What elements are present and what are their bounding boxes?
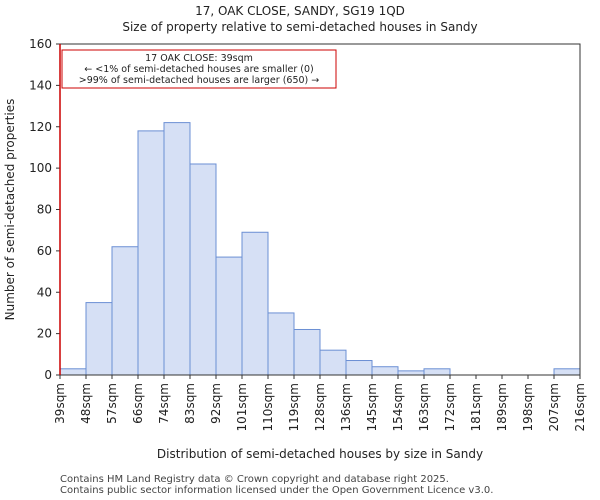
x-tick-label: 101sqm: [235, 383, 249, 431]
histogram-bar: [137, 130, 165, 376]
histogram-bar: [267, 312, 295, 376]
chart-title: 17, OAK CLOSE, SANDY, SG19 1QD: [195, 4, 405, 18]
x-tick-label: 119sqm: [287, 383, 301, 431]
x-tick-label: 128sqm: [313, 383, 327, 431]
x-axis-label: Distribution of semi-detached houses by …: [157, 447, 483, 461]
y-axis-label: Number of semi-detached properties: [3, 99, 17, 321]
x-tick-label: 216sqm: [573, 383, 587, 431]
x-tick-label: 207sqm: [547, 383, 561, 431]
histogram-bar: [85, 302, 113, 376]
histogram-bar: [293, 328, 321, 376]
y-tick-label: 120: [29, 120, 52, 134]
annotation-line-3: >99% of semi-detached houses are larger …: [79, 75, 320, 86]
x-tick-label: 74sqm: [157, 383, 171, 424]
x-tick-label: 83sqm: [183, 383, 197, 424]
x-tick-label: 198sqm: [521, 383, 535, 431]
x-tick-label: 66sqm: [131, 383, 145, 424]
histogram-bar: [319, 349, 347, 376]
footer-copyright: Contains HM Land Registry data © Crown c…: [60, 474, 449, 485]
x-tick-label: 110sqm: [261, 383, 275, 431]
footer-licence: Contains public sector information licen…: [60, 485, 494, 496]
chart-subtitle: Size of property relative to semi-detach…: [122, 20, 478, 34]
histogram-bar: [59, 368, 87, 376]
x-tick-label: 172sqm: [443, 383, 457, 431]
histogram-bar: [163, 122, 191, 376]
annotation-line-2: ← <1% of semi-detached houses are smalle…: [84, 64, 313, 75]
x-tick-label: 136sqm: [339, 383, 353, 431]
histogram-bar: [111, 246, 139, 376]
x-tick-label: 181sqm: [469, 383, 483, 431]
y-tick-label: 140: [29, 78, 52, 92]
histogram-bar: [553, 368, 581, 376]
x-tick-label: 92sqm: [209, 383, 223, 424]
x-tick-label: 145sqm: [365, 383, 379, 431]
y-tick-label: 160: [29, 37, 52, 51]
x-tick-label: 48sqm: [79, 383, 93, 424]
y-tick-label: 60: [37, 244, 52, 258]
y-tick-label: 40: [37, 285, 52, 299]
histogram-bar: [215, 256, 243, 376]
annotation-box: [61, 49, 337, 89]
histogram-bar: [241, 231, 269, 376]
histogram-bar: [189, 163, 217, 376]
histogram-bar: [397, 370, 425, 376]
x-tick-label: 39sqm: [53, 383, 67, 424]
y-tick-label: 20: [37, 327, 52, 341]
x-tick-label: 163sqm: [417, 383, 431, 431]
x-tick-label: 57sqm: [105, 383, 119, 424]
y-tick-label: 80: [37, 203, 52, 217]
x-tick-label: 189sqm: [495, 383, 509, 431]
histogram-bar: [423, 368, 451, 376]
x-tick-label: 154sqm: [391, 383, 405, 431]
histogram-bar: [345, 360, 373, 376]
annotation-line-1: 17 OAK CLOSE: 39sqm: [145, 53, 253, 64]
y-tick-label: 0: [44, 368, 52, 382]
histogram-bar: [371, 366, 399, 376]
y-tick-label: 100: [29, 161, 52, 175]
